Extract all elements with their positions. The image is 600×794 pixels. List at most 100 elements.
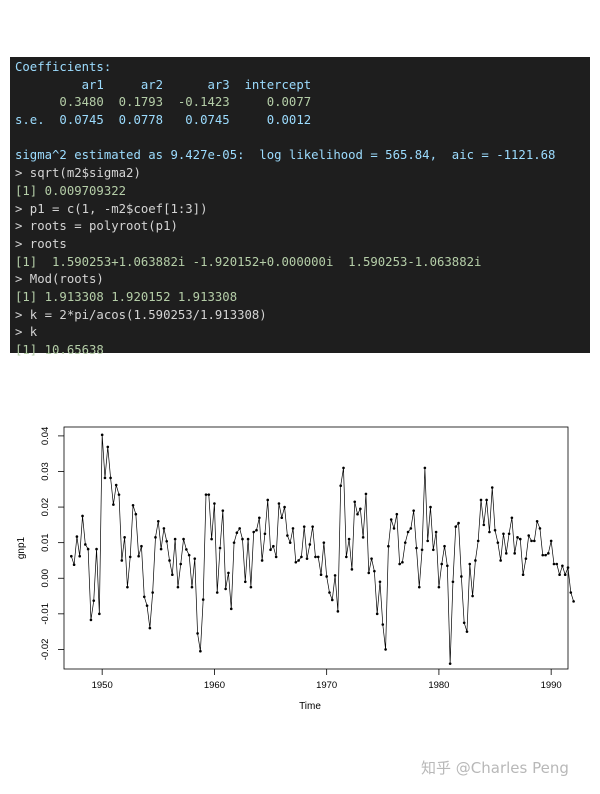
data-point [409, 527, 413, 530]
data-point [423, 466, 427, 470]
data-point [558, 573, 561, 576]
data-point [541, 553, 545, 557]
watermark-text: 知乎 @Charles Peng [421, 759, 569, 777]
data-point [106, 445, 110, 449]
data-point [373, 569, 376, 573]
gnp1-time-series-chart: 1950 1960 1970 1980 1990 -0.02 -0.01 0.00 0.01 0.… [16, 426, 575, 712]
data-point [367, 571, 371, 575]
data-point [280, 516, 284, 520]
data-point [485, 498, 488, 502]
data-point [336, 610, 340, 613]
data-point [302, 525, 306, 528]
data-point [297, 559, 300, 562]
data-point [274, 555, 278, 559]
data-point [185, 548, 188, 551]
data-point [429, 505, 432, 509]
console-line: > roots [15, 236, 67, 251]
data-point [204, 493, 208, 496]
data-point [527, 534, 531, 537]
data-point [518, 537, 522, 541]
data-point [179, 562, 183, 566]
data-point [249, 585, 253, 589]
data-point [479, 498, 483, 502]
data-point [420, 548, 424, 552]
y-tick-label: 0.00 [40, 569, 51, 588]
y-tick-label: -0.02 [40, 639, 51, 661]
data-point [482, 523, 486, 527]
data-point [398, 562, 401, 566]
data-point [131, 503, 135, 507]
data-point [412, 509, 415, 512]
data-point [314, 555, 317, 559]
console-line: > sqrt(m2$sigma2) [15, 166, 141, 181]
console-line: > k = 2*pi/acos(1.590253/1.913308) [15, 307, 267, 322]
data-point [471, 594, 474, 598]
y-axis-label: gnp1 [16, 536, 27, 559]
data-point [154, 536, 157, 539]
data-point [432, 548, 435, 552]
data-point [451, 580, 455, 584]
data-point [84, 543, 87, 546]
data-point [426, 539, 429, 543]
data-point [232, 541, 236, 544]
data-point [328, 591, 331, 594]
data-point [311, 525, 314, 528]
data-point [89, 618, 93, 622]
data-point [308, 543, 312, 546]
data-point [443, 544, 446, 548]
data-point [345, 555, 348, 559]
data-point [272, 544, 275, 548]
data-point [330, 598, 334, 602]
console-line: [1] 10.65638 [15, 343, 104, 357]
data-point [339, 484, 342, 488]
data-point [213, 502, 216, 505]
data-point [171, 573, 174, 576]
data-point [260, 559, 264, 562]
data-point [381, 623, 385, 626]
data-point [325, 575, 328, 578]
data-point [530, 539, 533, 543]
data-point [168, 559, 171, 562]
data-point [460, 575, 463, 578]
data-point [417, 585, 421, 589]
data-point [333, 574, 337, 577]
r-console-output: Coefficients: ar1 ar2 ar3 intercept 0.34… [10, 57, 590, 357]
data-point [468, 562, 472, 566]
data-point [370, 557, 373, 560]
data-point [389, 518, 393, 521]
data-point [165, 539, 169, 543]
data-point [465, 630, 469, 633]
y-tick-label: 0.03 [40, 462, 51, 481]
plot-frame [63, 426, 569, 670]
data-point [103, 476, 107, 480]
x-tick-label: 1980 [428, 680, 449, 691]
data-point [148, 626, 152, 630]
data-point [224, 587, 227, 591]
console-line: [1] 1.590253+1.063882i -1.920152+0.00000… [15, 254, 482, 269]
data-point [364, 492, 368, 496]
data-point [448, 662, 452, 665]
y-tick-label: -0.01 [40, 603, 51, 625]
data-point [552, 562, 556, 566]
data-point [490, 486, 494, 489]
data-point [246, 537, 250, 541]
data-point [123, 536, 126, 539]
x-tick-label: 1970 [316, 680, 337, 691]
data-point [218, 546, 222, 550]
y-tick-label: 0.04 [40, 427, 51, 446]
data-point [288, 541, 292, 544]
data-point [406, 530, 410, 534]
data-point [350, 568, 354, 571]
data-point [70, 554, 73, 558]
data-point [502, 532, 505, 536]
data-point [241, 537, 244, 541]
console-line: sigma^2 estimated as 9.427e-05: log like… [15, 148, 556, 163]
data-point [504, 552, 508, 555]
data-point [488, 530, 491, 534]
data-point [117, 493, 121, 496]
data-point [434, 530, 438, 534]
data-point [572, 600, 575, 603]
data-point [533, 539, 536, 543]
data-point [353, 500, 357, 504]
data-point [387, 544, 390, 548]
